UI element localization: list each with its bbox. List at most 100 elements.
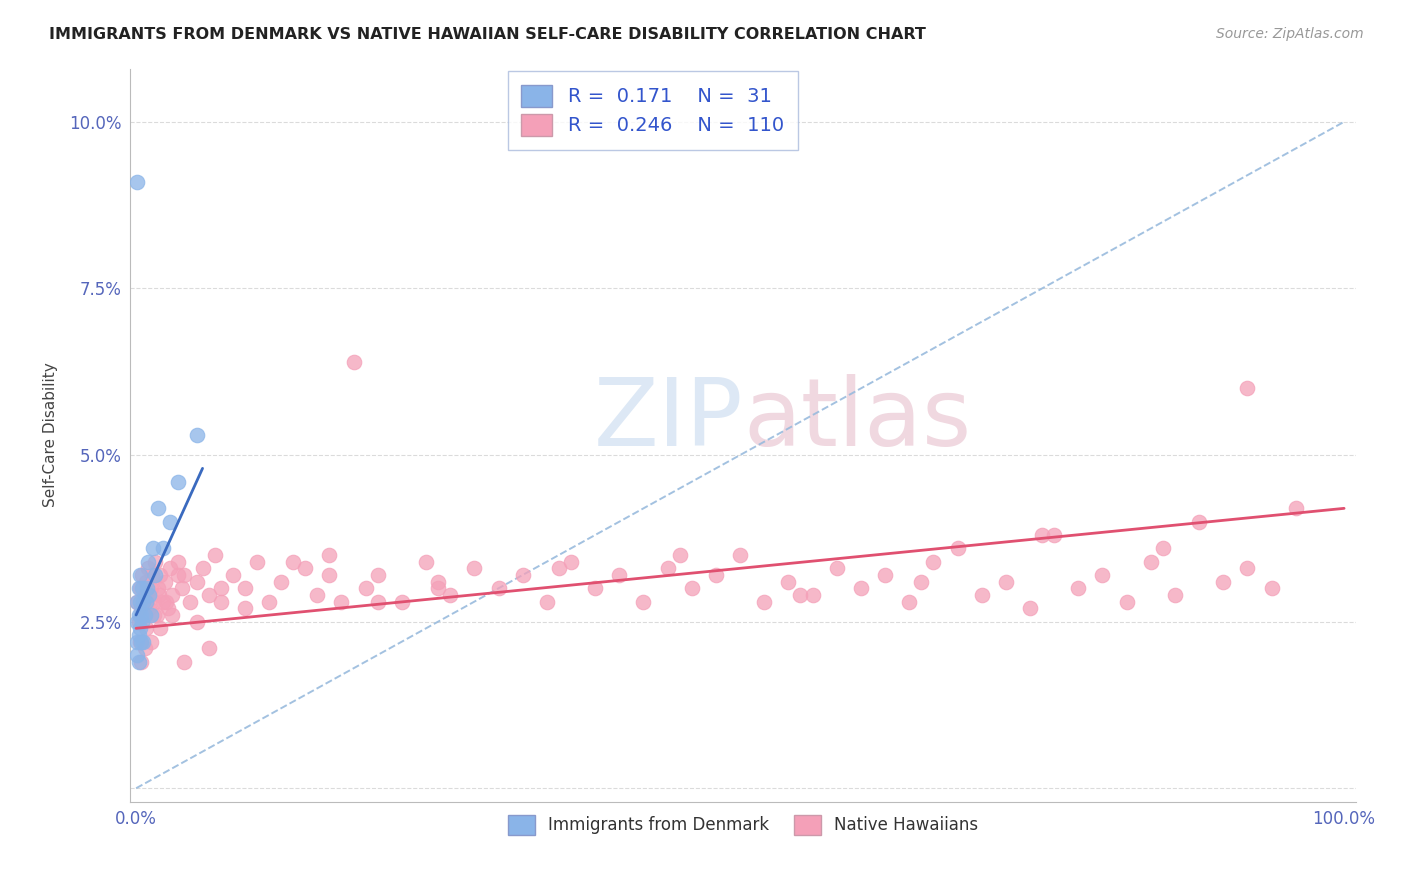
Point	[186, 574, 208, 589]
Point	[330, 594, 353, 608]
Point	[354, 582, 377, 596]
Point	[145, 555, 167, 569]
Text: Source: ZipAtlas.com: Source: ZipAtlas.com	[1216, 27, 1364, 41]
Point	[128, 607, 150, 622]
Point	[197, 588, 219, 602]
Point	[439, 588, 461, 602]
Point	[153, 574, 176, 589]
Point	[146, 501, 169, 516]
Point	[1285, 501, 1308, 516]
Point	[138, 601, 160, 615]
Point	[536, 594, 558, 608]
Point	[391, 594, 413, 608]
Point	[143, 594, 166, 608]
Point	[167, 568, 190, 582]
Point	[156, 601, 179, 615]
Point	[222, 568, 245, 582]
Point	[146, 582, 169, 596]
Point	[148, 588, 170, 602]
Point	[1236, 561, 1258, 575]
Point	[307, 588, 329, 602]
Point	[139, 582, 162, 596]
Point	[191, 561, 214, 575]
Point	[173, 568, 195, 582]
Point	[197, 641, 219, 656]
Point	[1091, 568, 1114, 582]
Point	[136, 555, 159, 569]
Point	[173, 655, 195, 669]
Point	[134, 607, 156, 622]
Point	[946, 541, 969, 556]
Point	[548, 561, 571, 575]
Point	[1031, 528, 1053, 542]
Point	[127, 634, 149, 648]
Point	[136, 594, 159, 608]
Point	[159, 561, 181, 575]
Point	[1067, 582, 1090, 596]
Point	[128, 594, 150, 608]
Point	[209, 582, 232, 596]
Point	[139, 607, 162, 622]
Point	[1236, 381, 1258, 395]
Point	[257, 594, 280, 608]
Point	[134, 641, 156, 656]
Text: IMMIGRANTS FROM DENMARK VS NATIVE HAWAIIAN SELF-CARE DISABILITY CORRELATION CHAR: IMMIGRANTS FROM DENMARK VS NATIVE HAWAII…	[49, 27, 927, 42]
Point	[704, 568, 727, 582]
Point	[131, 568, 153, 582]
Point	[186, 615, 208, 629]
Point	[233, 601, 256, 615]
Point	[127, 648, 149, 662]
Point	[209, 594, 232, 608]
Point	[128, 655, 150, 669]
Point	[132, 594, 155, 608]
Point	[1019, 601, 1042, 615]
Point	[141, 568, 163, 582]
Point	[155, 594, 177, 608]
Point	[922, 555, 945, 569]
Point	[145, 568, 167, 582]
Point	[463, 561, 485, 575]
Point	[135, 574, 157, 589]
Point	[1188, 515, 1211, 529]
Point	[143, 607, 166, 622]
Point	[1043, 528, 1066, 542]
Point	[152, 541, 174, 556]
Point	[149, 621, 172, 635]
Point	[789, 588, 811, 602]
Point	[135, 621, 157, 635]
Point	[204, 548, 226, 562]
Point	[131, 615, 153, 629]
Point	[135, 594, 157, 608]
Point	[270, 574, 292, 589]
Point	[318, 568, 340, 582]
Point	[1115, 594, 1137, 608]
Point	[849, 582, 872, 596]
Point	[129, 634, 152, 648]
Point	[825, 561, 848, 575]
Point	[778, 574, 800, 589]
Point	[970, 588, 993, 602]
Legend: Immigrants from Denmark, Native Hawaiians: Immigrants from Denmark, Native Hawaiian…	[498, 805, 988, 845]
Text: ZIP: ZIP	[593, 375, 744, 467]
Point	[128, 621, 150, 635]
Point	[128, 582, 150, 596]
Point	[134, 588, 156, 602]
Point	[170, 582, 193, 596]
Point	[427, 582, 450, 596]
Point	[281, 555, 304, 569]
Text: atlas: atlas	[744, 375, 972, 467]
Point	[233, 582, 256, 596]
Point	[367, 594, 389, 608]
Point	[142, 541, 165, 556]
Point	[127, 594, 149, 608]
Point	[138, 588, 160, 602]
Point	[560, 555, 582, 569]
Point	[994, 574, 1017, 589]
Point	[131, 582, 153, 596]
Point	[1212, 574, 1234, 589]
Point	[129, 601, 152, 615]
Point	[179, 594, 201, 608]
Point	[139, 634, 162, 648]
Point	[668, 548, 690, 562]
Point	[898, 594, 921, 608]
